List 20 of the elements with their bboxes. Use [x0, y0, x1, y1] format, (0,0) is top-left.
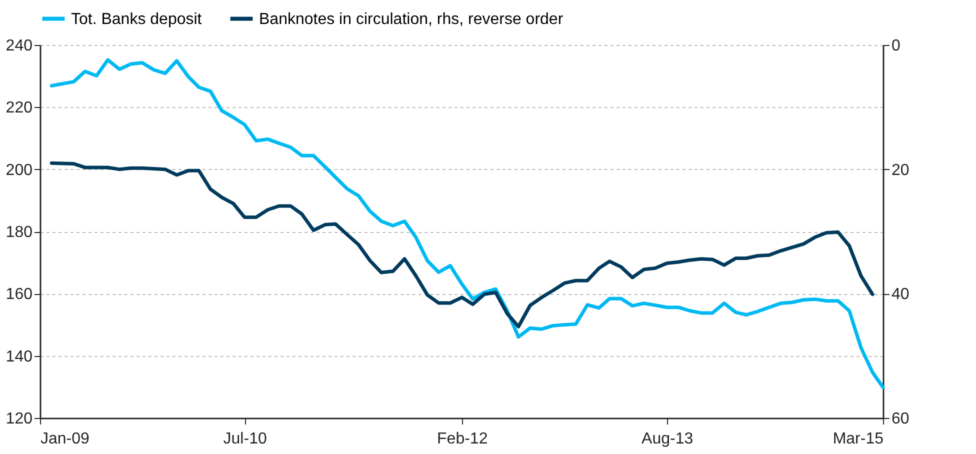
x-tick-label: Feb-12: [437, 430, 488, 448]
legend-label: Banknotes in circulation, rhs, reverse order: [259, 10, 564, 28]
y-tick-label: 160: [6, 286, 33, 304]
y-tick-label: 120: [6, 410, 33, 428]
x-tick-label: Jul-10: [223, 430, 267, 448]
y-tick-label: 220: [6, 100, 33, 117]
y-tick-label: 140: [6, 348, 33, 366]
x-tick-label: Jan-09: [40, 430, 90, 448]
legend-label: Tot. Banks deposit: [71, 10, 202, 28]
x-tick-label: Aug-13: [642, 430, 694, 448]
y-tick-label: 180: [6, 224, 33, 241]
x-tick-label: Mar-15: [832, 430, 884, 448]
y-tick-label: 240: [6, 38, 33, 54]
y2-tick-label: 20: [892, 162, 910, 179]
y2-tick-label: 0: [892, 38, 900, 54]
y-tick-label: 200: [6, 162, 33, 179]
line-series: [50, 161, 874, 328]
y2-tick-label: 40: [892, 286, 910, 304]
line-series: [50, 58, 885, 389]
y2-tick-label: 60: [892, 410, 910, 428]
